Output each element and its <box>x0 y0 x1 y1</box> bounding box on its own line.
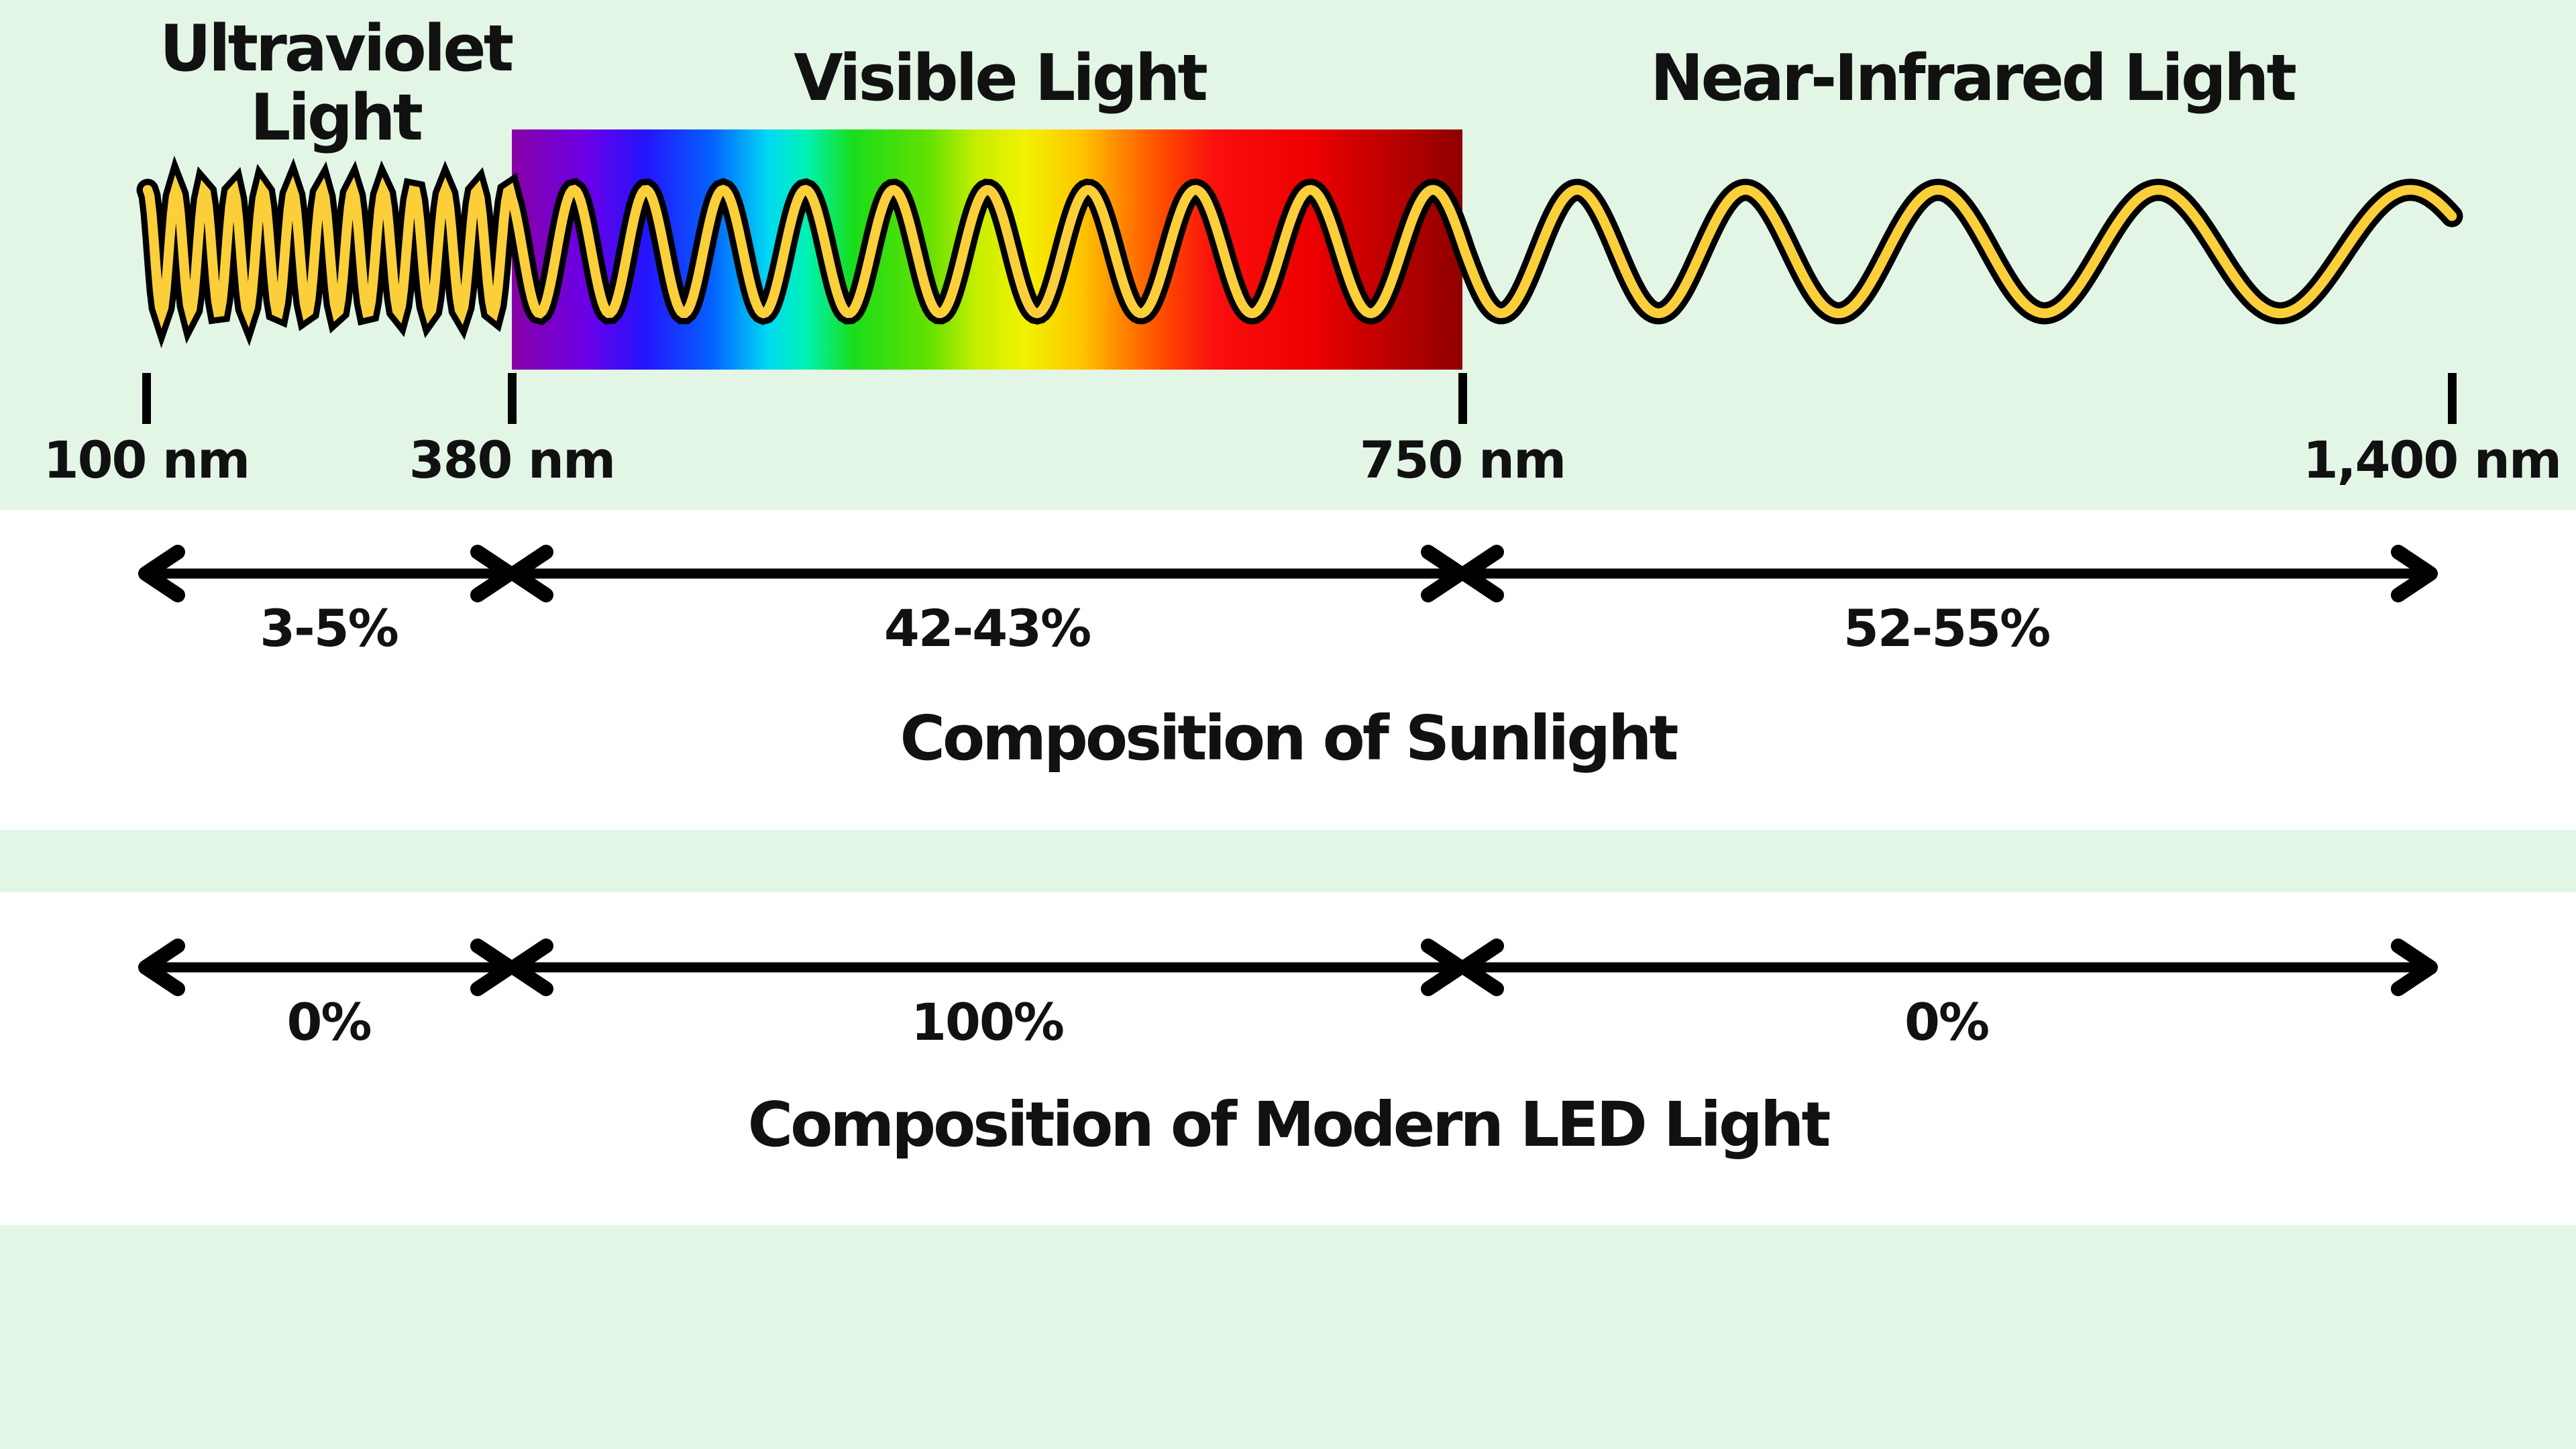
footer-band <box>0 1225 2576 1449</box>
ultraviolet-light-label: Ultraviolet Light <box>67 15 604 152</box>
ultraviolet-light-label-line2: Light <box>250 80 423 155</box>
led-nir-percentage: 0% <box>1904 992 1990 1052</box>
near-infrared-light-label: Near-Infrared Light <box>1650 42 2297 115</box>
led-arrow-segment-2 <box>506 938 1468 996</box>
tick-label-1400nm: 1,400 nm <box>2302 430 2562 490</box>
led-uv-percentage: 0% <box>286 992 372 1052</box>
ultraviolet-light-label-line1: Ultraviolet <box>159 12 514 86</box>
sunlight-arrow-segment-2 <box>506 545 1468 602</box>
separator-band <box>0 830 2576 892</box>
tick-label-100nm: 100 nm <box>43 430 250 490</box>
led-composition-title: Composition of Modern LED Light <box>747 1089 1831 1161</box>
led-visible-percentage: 100% <box>911 992 1065 1052</box>
sunlight-arrow-segment-3 <box>1457 545 2438 602</box>
tick-label-750nm: 750 nm <box>1359 430 1566 490</box>
sunlight-uv-percentage: 3-5% <box>260 598 398 658</box>
led-arrow-segment-1 <box>138 938 517 996</box>
tick-label-380nm: 380 nm <box>409 430 616 490</box>
led-arrow-segment-3 <box>1457 938 2438 996</box>
sunlight-visible-percentage: 42-43% <box>883 598 1091 658</box>
sunlight-composition-title: Composition of Sunlight <box>900 702 1678 774</box>
sunlight-arrow-segment-1 <box>138 545 517 602</box>
sunlight-range-arrows <box>138 545 2438 602</box>
sunlight-nir-percentage: 52-55% <box>1843 598 2051 658</box>
visible-spectrum-gradient <box>512 129 1462 370</box>
tick-380nm <box>508 373 517 424</box>
visible-light-label: Visible Light <box>794 42 1208 115</box>
tick-100nm <box>142 373 151 424</box>
led-range-arrows <box>138 938 2438 996</box>
tick-1400nm <box>2448 373 2457 424</box>
tick-750nm <box>1458 373 1467 424</box>
